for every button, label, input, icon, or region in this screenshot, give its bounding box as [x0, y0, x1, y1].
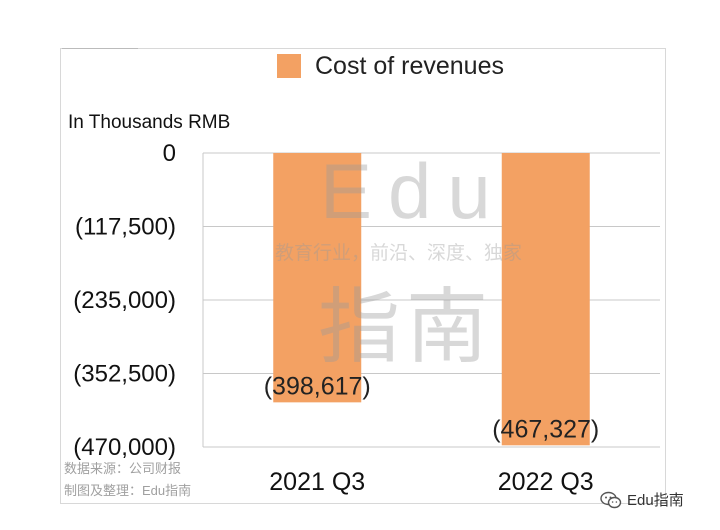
legend-swatch — [277, 54, 301, 78]
brand-badge: Edu指南 — [600, 489, 684, 510]
y-tick-label: (117,500) — [75, 214, 176, 241]
unit-label: In Thousands RMB — [68, 112, 231, 133]
watermark-line-1: Edu — [320, 147, 507, 235]
top-rule — [62, 48, 138, 49]
wechat-icon — [600, 491, 622, 508]
watermark: Edu 教育行业，前沿、深度、独家 指南 — [275, 147, 522, 373]
y-tick-label: (470,000) — [73, 434, 176, 461]
x-tick-label: 2021 Q3 — [269, 468, 365, 496]
legend: Cost of revenues — [277, 50, 504, 82]
watermark-line-2: 教育行业，前沿、深度、独家 — [275, 242, 522, 264]
credit-note: 制图及整理：Edu指南 — [64, 483, 192, 498]
y-axis-ticks: 0 (117,500) (235,000) (352,500) (470,000) — [73, 140, 176, 461]
data-labels: (398,617) (467,327) — [264, 372, 600, 443]
legend-label: Cost of revenues — [315, 51, 504, 80]
y-tick-label: (352,500) — [73, 361, 176, 388]
y-tick-label: 0 — [163, 140, 176, 167]
bar-data-label: (467,327) — [492, 415, 599, 443]
y-tick-label: (235,000) — [73, 287, 176, 314]
bar-data-label: (398,617) — [264, 372, 371, 400]
bar — [273, 153, 362, 403]
bar — [501, 153, 590, 446]
x-axis-ticks: 2021 Q3 2022 Q3 — [269, 468, 593, 496]
brand-text: Edu指南 — [627, 492, 684, 509]
x-tick-label: 2022 Q3 — [498, 468, 594, 496]
watermark-line-3: 指南 — [318, 282, 494, 373]
source-note: 数据来源：公司财报 — [64, 461, 182, 476]
bars — [273, 153, 590, 446]
